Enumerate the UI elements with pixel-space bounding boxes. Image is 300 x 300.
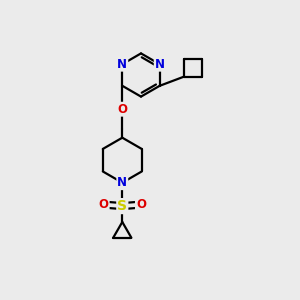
Text: O: O bbox=[99, 198, 109, 211]
Text: N: N bbox=[117, 58, 127, 71]
Text: N: N bbox=[155, 58, 165, 71]
Text: S: S bbox=[117, 199, 127, 213]
Text: O: O bbox=[117, 103, 127, 116]
Text: O: O bbox=[136, 198, 146, 211]
Text: N: N bbox=[117, 176, 127, 189]
